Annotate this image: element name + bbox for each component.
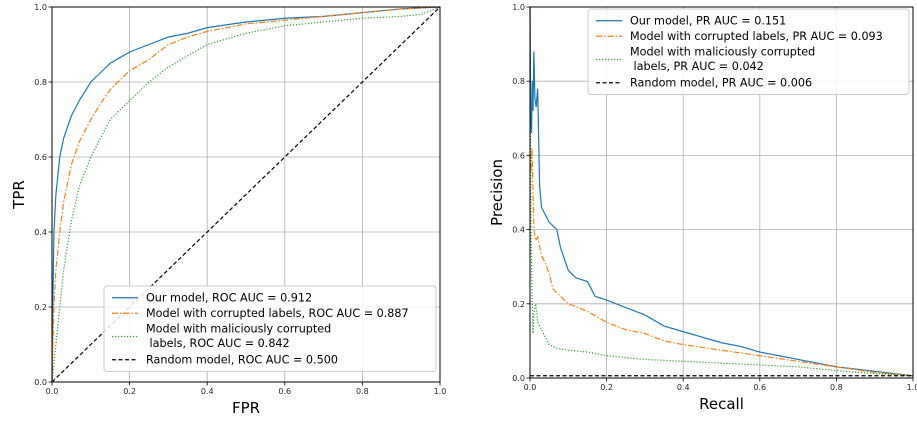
series-line-3 (51, 6, 441, 383)
legend-label-0: Our model, ROC AUC = 0.912 (146, 292, 312, 305)
x-tick-label: 1.0 (434, 387, 447, 396)
x-tick-label: 0.0 (46, 387, 59, 396)
x-axis-label: FPR (232, 399, 260, 417)
legend-label-1: Model with corrupted labels, ROC AUC = 0… (146, 307, 409, 320)
series-line-2 (529, 6, 914, 377)
roc-chart: 0.0 0.2 0.4 0.6 0.8 1.0 0.0 0.2 0.4 0.6 0.8 1.0 FPR T… (10, 3, 446, 417)
y-axis-label: TPR (10, 180, 28, 210)
y-tick-label: 0.0 (512, 374, 525, 383)
legend-label-0: Our model, PR AUC = 0.151 (630, 15, 786, 28)
y-tick-label: 1.0 (512, 3, 525, 12)
x-axis-label: Recall (699, 395, 744, 413)
x-tick-label: 0.2 (600, 383, 613, 392)
legend: Our model, ROC AUC = 0.912 Model with cor… (103, 285, 437, 372)
pr-chart: 0.0 0.2 0.4 0.6 0.8 1.0 0.0 0.2 0.4 0.6 0.8 1.0 Reca… (488, 3, 917, 413)
y-axis-label: Precision (488, 159, 506, 226)
y-tick-label: 0.6 (512, 151, 525, 160)
series-line-2 (51, 6, 441, 383)
x-tick-label: 0.0 (524, 383, 537, 392)
legend-label-3: Random model, PR AUC = 0.006 (630, 77, 812, 90)
y-tick-label: 0.2 (512, 300, 525, 309)
y-tick-label: 0.2 (34, 303, 47, 312)
x-tick-label: 0.8 (356, 387, 369, 396)
legend: Our model, PR AUC = 0.151 Model with corr… (587, 8, 910, 95)
x-tick-label: 0.4 (677, 383, 690, 392)
x-tick-label: 0.8 (830, 383, 843, 392)
plot-frame (529, 6, 914, 379)
legend-label-2: Model with maliciously corrupted (630, 46, 815, 59)
y-tick-label: 1.0 (34, 3, 47, 12)
y-tick-label: 0.6 (34, 153, 47, 162)
y-tick-label: 0.8 (34, 78, 47, 87)
series-line-0 (529, 6, 914, 377)
x-tick-label: 0.6 (278, 387, 291, 396)
plot-frame (51, 6, 441, 383)
y-tick-label: 0.0 (34, 378, 47, 387)
y-tick-label: 0.4 (34, 228, 47, 237)
x-tick-label: 0.6 (753, 383, 766, 392)
x-tick-label: 1.0 (907, 383, 917, 392)
legend-label-2: Model with maliciously corrupted (146, 323, 331, 336)
legend-label-2-cont: labels, ROC AUC = 0.842 (146, 337, 290, 350)
legend-label-2-cont: labels, PR AUC = 0.042 (630, 60, 764, 73)
y-tick-label: 0.4 (512, 226, 525, 235)
series-line-1 (529, 147, 914, 377)
series-line-0 (51, 6, 441, 383)
series-line-1 (51, 6, 441, 383)
legend-box (587, 8, 910, 95)
legend-label-3: Random model, ROC AUC = 0.500 (146, 354, 338, 367)
x-tick-label: 0.4 (201, 387, 214, 396)
x-tick-label: 0.2 (123, 387, 136, 396)
y-tick-label: 0.8 (512, 77, 525, 86)
legend-box (103, 285, 437, 372)
legend-label-1: Model with corrupted labels, PR AUC = 0.… (630, 30, 883, 43)
